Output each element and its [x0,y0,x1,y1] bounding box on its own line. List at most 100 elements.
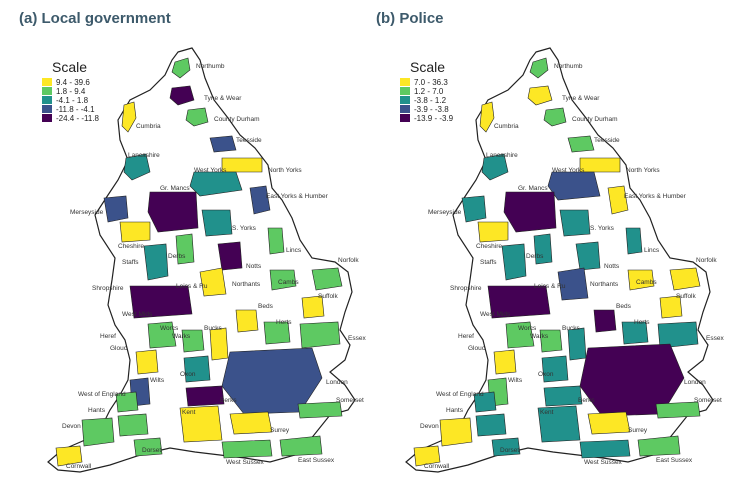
label-leics-a: Leics & Ru [176,283,208,290]
label-herts-a: Herts [276,319,292,326]
label-warks-a: Warks [172,333,191,340]
region-grmancs-a [147,191,199,233]
legend-a-swatch-4 [42,114,52,122]
region-cambs-a [269,269,297,291]
label-cumbria-a: Cumbria [136,123,161,130]
region-hants-a [179,405,223,443]
label-shropshire-a: Shropshire [92,285,124,292]
region-mersey-a [103,195,129,223]
region-cambs-b [627,269,655,291]
label-westyorks-a: West Yorks [194,167,227,174]
region-northants-b [557,267,589,301]
region-kent-a [297,401,343,419]
label-wilts-a: Wilts [150,377,165,384]
legend-b: Scale 7.0 - 36.3 1.2 - 7.0 -3.8 - 1.2 -3… [400,59,454,123]
region-beds-b [593,309,617,333]
label-lancs-a: Lancashire [128,152,160,159]
label-cambs-b: Cambs [636,279,657,286]
region-syorks-a [201,209,233,237]
region-somerset-a [117,413,149,437]
region-essex-a [299,321,341,349]
legend-a: Scale 9.4 - 39.6 1.8 - 9.4 -4.1 - 1.8 -1… [42,59,100,123]
label-beds-b: Beds [616,303,632,310]
panel-b-title: (b) Police [376,10,444,27]
label-mersey-a: Merseyside [70,209,104,216]
label-syorks-a: S. Yorks [232,225,257,232]
label-hants-a: Kent [182,409,196,416]
legend-b-swatch-0 [400,78,410,86]
label-berks-a: Berks [220,397,237,404]
region-glouc-a [135,349,159,375]
label-essex-a: Essex [348,335,366,342]
region-oxon-b [541,355,569,383]
label-cheshire-b: Cheshire [476,243,502,250]
label-wilts-b: Wilts [508,377,523,384]
region-lincs-b [625,227,643,255]
label-westengland-b: West of England [436,391,484,398]
region-warks-a [181,329,205,353]
region-somerset-b [475,413,507,437]
region-glouc-b [493,349,517,375]
region-teesside-b [567,135,595,153]
region-mersey-b [461,195,487,223]
region-cumbria-a [121,101,137,133]
label-durham-a: County Durham [214,116,260,123]
label-lincs-a: Lincs [286,247,302,254]
region-teesside-a [209,135,237,153]
label-notts-b: Notts [604,263,620,270]
region-herts-b [621,321,649,345]
label-suffolk-a: Suffolk [318,293,339,300]
legend-b-swatch-3 [400,105,410,113]
label-eastyorks-b: East Yorks & Humber [624,193,687,200]
region-berks-b [543,385,583,407]
label-derbs-a: Derbs [168,253,186,260]
label-hants-b: Kent [540,409,554,416]
region-suffolk-a [301,295,325,319]
region-grmancs-b [503,191,557,233]
legend-a-swatch-3 [42,105,52,113]
region-durham-a [185,107,209,127]
label-northumb-a: Northumb [196,63,225,70]
region-devon-a [81,417,115,447]
panel-b-regions [413,57,701,467]
label-worcs-b: Worcs [518,325,537,332]
region-westengland-b [473,391,497,413]
region-berks-a [185,385,225,407]
region-surrey-a [229,411,273,435]
region-cornwall-a [55,445,83,467]
legend-b-swatch-4 [400,114,410,122]
legend-b-label-3: -3.9 - -3.8 [414,105,449,114]
region-beds-a [235,309,259,333]
label-suffolk-b: Suffolk [676,293,697,300]
label-staffs-a: Staffs [122,259,139,266]
label-dorset-a: Dorset [142,447,161,454]
label-worcs-a: Worcs [160,325,179,332]
panel-b-map: Northumb Tyne & Wear Cumbria County Durh… [400,47,724,473]
region-leics-a [129,285,193,319]
region-northyorks-b [579,157,621,173]
label-northumb-b: Northumb [554,63,583,70]
legend-b-swatch-2 [400,96,410,104]
region-hants-b [537,405,581,443]
region-bucks-a [209,327,229,361]
label-herts-b: Herts [634,319,650,326]
panel-a-labels: Northumb Tyne & Wear Cumbria County Durh… [62,63,366,470]
label-cornwall-b: Cornwall [424,463,450,470]
label-durham-b: County Durham [572,116,618,123]
region-syorks-b [559,209,591,237]
label-lancs-b: Lancashire [486,152,518,159]
region-lancs-b [481,153,509,181]
legend-b-label-1: 1.2 - 7.0 [414,87,444,96]
panel-a-regions [55,57,343,467]
label-lincs-b: Lincs [644,247,660,254]
label-notts-a: Notts [246,263,262,270]
label-westengland-a: West of England [78,391,126,398]
label-cornwall-a: Cornwall [66,463,92,470]
label-oxon-b: Oxon [538,371,554,378]
region-staffs-a [143,243,169,281]
label-cheshire-a: Cheshire [118,243,144,250]
region-worcs-b [505,321,535,349]
legend-b-label-0: 7.0 - 36.3 [414,78,448,87]
region-northyorks-a [221,157,263,173]
region-cheshire-b [477,221,509,243]
